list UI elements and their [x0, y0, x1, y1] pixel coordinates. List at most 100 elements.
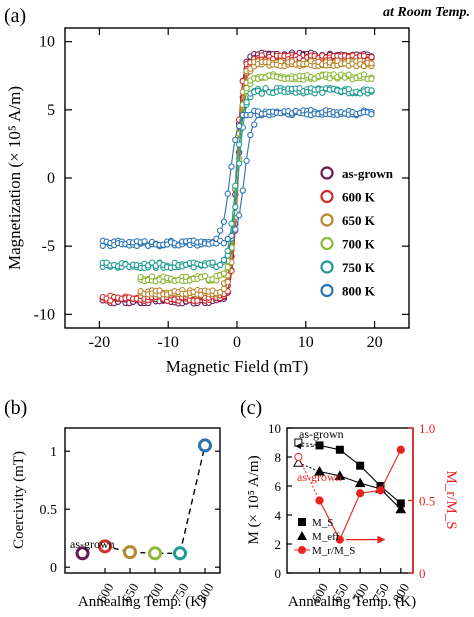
panel-a-xtick-label: -20 [89, 334, 110, 351]
data-marker [334, 470, 346, 480]
panel-c-ytick-label: 6 [275, 479, 282, 494]
data-point [368, 53, 375, 61]
data-marker [315, 496, 324, 505]
data-marker [315, 441, 324, 450]
panel-c-ytick-label: 2 [275, 537, 282, 552]
legend-entry-label: as-grown [342, 166, 394, 181]
data-point [258, 90, 265, 97]
panel-a-xtick-label: 20 [367, 334, 383, 351]
data-point [368, 60, 375, 67]
panel-b-y-axis-label: Coercivity (mT) [11, 451, 27, 549]
data-point [345, 86, 352, 93]
data-point [220, 256, 228, 264]
panel-c-label: (c) [240, 397, 262, 419]
arrow-head [295, 443, 302, 450]
panel-a-ytick-label: -5 [42, 238, 55, 255]
data-point [224, 278, 231, 286]
arrow-head [377, 535, 386, 544]
data-point [228, 163, 235, 170]
panel-b: (b) 600 650 700 750 800 1 0.5 0 Annealin… [4, 397, 221, 610]
data-point [319, 89, 326, 96]
data-marker [354, 477, 366, 488]
panel-c-right-tick-label: 0.5 [419, 494, 435, 509]
panel-c-ytick-label: 0 [275, 566, 282, 581]
trend-line [104, 545, 180, 554]
data-point [209, 259, 216, 266]
panel-b-plot-frame [64, 427, 221, 574]
panel-c-y-axis-label: M (× 10⁵ A/m) [246, 455, 262, 544]
data-point [235, 122, 243, 130]
coercivity-point [75, 546, 90, 561]
data-point [220, 270, 228, 277]
trend-line [179, 445, 206, 554]
data-point [235, 212, 243, 219]
data-point [216, 261, 224, 269]
panel-a-ticks [65, 28, 409, 328]
data-marker [356, 461, 365, 470]
hysteresis-branch-650-K [140, 62, 375, 294]
coercivity-point [148, 546, 162, 561]
data-point [141, 238, 148, 245]
as-grown-marker [294, 452, 303, 462]
data-point [247, 111, 254, 119]
data-point [228, 232, 235, 239]
panel-a-xtick-label: -10 [158, 334, 179, 351]
panel-a-x-tick-labels: -20 -10 0 10 20 [89, 334, 383, 351]
legend-entry-label: 600 K [342, 190, 376, 205]
hysteresis-branch-700-K [140, 76, 375, 280]
panel-c-right-tick-labels: 1.0 0.5 0 [419, 421, 435, 581]
panel-a-data [99, 49, 375, 307]
coercivity-point [198, 438, 212, 453]
legend-marker [320, 189, 334, 204]
legend-marker [320, 260, 334, 274]
panel-a-x-axis-label: Magnetic Field (mT) [166, 357, 309, 376]
data-marker [314, 465, 325, 476]
panel-c: (c) 600 650 700 750 800 10 8 6 4 2 0 1.0… [240, 397, 459, 610]
panel-c-as-grown-label-black: as-grown [299, 427, 344, 441]
data-point [232, 226, 239, 233]
panel-c-right-tick-label: 1.0 [419, 421, 435, 436]
data-point [247, 131, 254, 139]
panel-a-ytick-label: 10 [39, 34, 55, 51]
panel-c-right-axis-label: M_r/M_S [443, 470, 459, 529]
panel-c-legend-label: M_eff [312, 531, 340, 543]
panel-b-ytick-label: 0.5 [40, 503, 58, 518]
data-point [220, 285, 228, 292]
data-point [360, 52, 368, 60]
legend-entry-label: 800 K [342, 284, 376, 299]
panel-b-x-axis-label: Annealing Temp. (K) [78, 594, 206, 610]
legend-marker [320, 166, 334, 180]
data-point [368, 111, 375, 118]
panel-a-legend: as-grown 600 K 650 K 700 K 750 K 800 K [320, 166, 394, 299]
data-point [235, 141, 243, 148]
panel-c-ticks [287, 427, 414, 574]
panel-a-xtick-label: 10 [298, 334, 314, 351]
panel-c-y-tick-labels: 10 8 6 4 2 0 [268, 421, 282, 581]
legend-entry-label: 700 K [342, 237, 376, 252]
data-point [220, 218, 228, 225]
panel-c-ytick-label: 10 [268, 421, 281, 436]
panel-b-ytick-label: 0 [50, 561, 57, 576]
panel-c-legend: M_S M_eff M_r/M_S [294, 517, 355, 557]
legend-marker [320, 236, 334, 251]
data-point [262, 85, 269, 92]
data-marker [376, 486, 385, 495]
data-point [216, 227, 224, 234]
data-marker [396, 445, 405, 454]
panel-c-x-axis-label: Annealing Temp. (K) [288, 594, 416, 610]
panel-a-y-axis-label: Magnetization (× 10⁵ A/m) [5, 86, 24, 270]
legend-entry-label: 650 K [342, 213, 376, 228]
as-grown-link [297, 456, 320, 501]
legend-marker [298, 546, 306, 554]
panel-a-xtick-label: 0 [233, 334, 241, 351]
legend-marker [320, 213, 334, 227]
legend-marker [297, 531, 307, 540]
data-point [368, 75, 375, 82]
data-point [228, 220, 235, 227]
panel-b-y-tick-labels: 1 0.5 0 [40, 445, 58, 576]
data-point [216, 289, 224, 296]
panel-a-ytick-label: 5 [47, 102, 55, 119]
data-point [220, 240, 228, 247]
hysteresis-branch-700-K [140, 76, 375, 280]
